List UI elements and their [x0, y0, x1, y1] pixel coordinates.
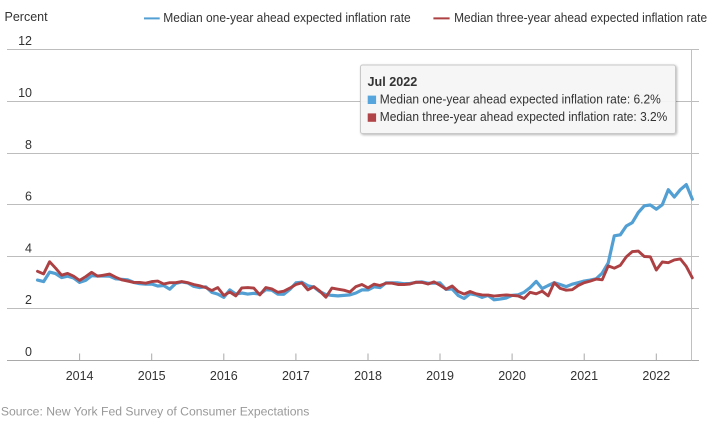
svg-text:2021: 2021 [570, 369, 598, 383]
svg-text:2018: 2018 [354, 369, 382, 383]
svg-text:Median one-year ahead expected: Median one-year ahead expected inflation… [380, 91, 661, 106]
svg-text:0: 0 [25, 345, 32, 359]
svg-text:2022: 2022 [642, 369, 670, 383]
svg-text:4: 4 [25, 241, 32, 255]
svg-text:2019: 2019 [426, 369, 454, 383]
svg-text:8: 8 [25, 138, 32, 152]
svg-text:6: 6 [25, 190, 32, 204]
svg-text:Jul 2022: Jul 2022 [368, 75, 418, 89]
svg-text:2016: 2016 [210, 369, 238, 383]
svg-text:Percent: Percent [5, 10, 49, 24]
svg-text:2020: 2020 [498, 369, 526, 383]
svg-text:Median one-year ahead expected: Median one-year ahead expected inflation… [163, 10, 410, 25]
svg-text:Median three-year ahead expect: Median three-year ahead expected inflati… [454, 10, 707, 25]
svg-text:2: 2 [25, 293, 32, 307]
svg-text:Source: New York Fed Survey of: Source: New York Fed Survey of Consumer … [1, 405, 310, 419]
svg-text:2015: 2015 [138, 369, 166, 383]
svg-text:Median three-year ahead expect: Median three-year ahead expected inflati… [380, 109, 668, 124]
svg-text:2014: 2014 [66, 369, 94, 383]
svg-text:10: 10 [18, 86, 32, 100]
svg-text:12: 12 [18, 34, 32, 48]
svg-text:2017: 2017 [282, 369, 310, 383]
